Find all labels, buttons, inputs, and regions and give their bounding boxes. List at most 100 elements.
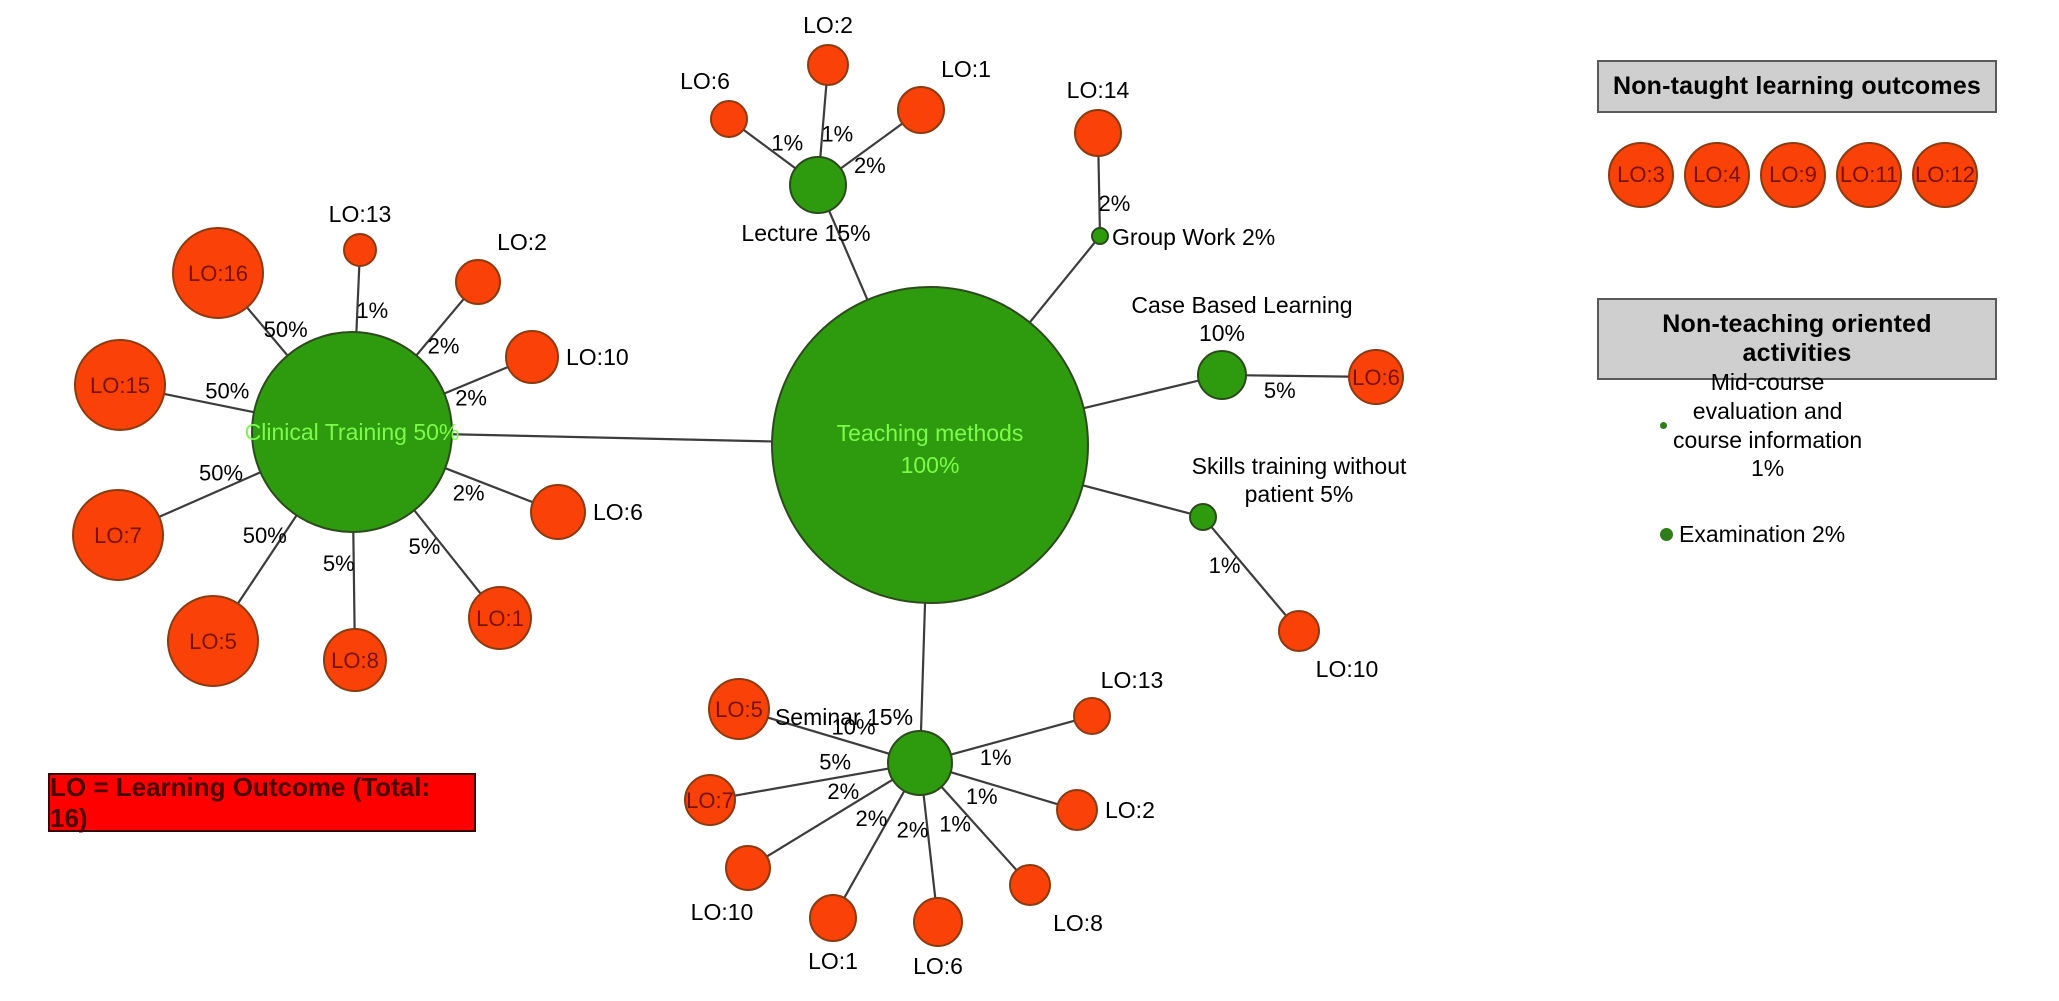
non-taught-lo-chip-lo11[interactable]: LO:11 — [1836, 142, 1902, 208]
edge-seminar-to-lo5 — [767, 716, 890, 755]
node-labels-layer: LO:13 LO:2 LO:10 LO:6 LO:1 LO:8 LO:5 LO:7 LO:15 L… — [90, 12, 1407, 979]
edge-teaching-methods-to-skills-training — [1082, 484, 1191, 515]
label-learning-outcome-lo15: LO:15 — [90, 373, 150, 398]
node-learning-outcome-lo10[interactable] — [1278, 610, 1320, 652]
edge-clinical-training-to-lo6 — [444, 467, 534, 504]
non-taught-lo-chip-lo9[interactable]: LO:9 — [1760, 142, 1826, 208]
edge-weight-label: 2% — [1098, 191, 1130, 216]
edge-clinical-training-to-lo16 — [246, 306, 289, 357]
node-method-seminar[interactable] — [887, 730, 953, 796]
edge-clinical-training-to-lo10 — [443, 365, 509, 395]
node-learning-outcome-lo10[interactable] — [725, 845, 771, 891]
edge-seminar-to-lo1 — [843, 790, 906, 899]
edge-lecture-to-lo1 — [839, 122, 904, 170]
edge-lecture-to-lo2 — [819, 84, 828, 158]
node-learning-outcome-lo16[interactable] — [172, 227, 264, 319]
node-learning-outcome-lo8[interactable] — [1009, 864, 1051, 906]
label-learning-outcome-lo2: LO:2 — [497, 229, 547, 255]
edge-weight-label: 10% — [831, 715, 875, 740]
label-learning-outcome-lo6: LO:6 — [913, 953, 963, 979]
label-method-skills-training: Skills training without — [1192, 453, 1407, 479]
node-learning-outcome-lo1[interactable] — [809, 894, 857, 942]
activity-node-dot-icon — [1660, 422, 1667, 429]
label-learning-outcome-lo2: LO:2 — [803, 12, 853, 38]
node-learning-outcome-lo6[interactable] — [530, 484, 586, 540]
legend-learning-outcome-text: LO = Learning Outcome (Total: 16) — [50, 771, 431, 833]
label-learning-outcome-lo5: LO:5 — [715, 697, 763, 722]
edge-case-based-learning-to-lo6 — [1245, 374, 1350, 378]
node-learning-outcome-lo2[interactable] — [455, 259, 501, 305]
edge-weight-label: 2% — [854, 153, 886, 178]
node-learning-outcome-lo5[interactable] — [708, 678, 770, 740]
node-learning-outcome-lo6[interactable] — [1348, 349, 1404, 405]
label-learning-outcome-lo1: LO:1 — [476, 606, 524, 631]
label-method-group-work: Group Work 2% — [1112, 224, 1275, 250]
non-teaching-activity-item[interactable]: Mid-course evaluation and course informati… — [1660, 368, 1862, 483]
edge-weight-label: 2% — [428, 333, 460, 358]
label-learning-outcome-lo7: LO:7 — [94, 523, 142, 548]
label-method-seminar: Seminar 15% — [775, 704, 913, 730]
node-method-case-based-learning[interactable] — [1197, 350, 1247, 400]
node-learning-outcome-lo2[interactable] — [1056, 789, 1098, 831]
panel-non-taught-header: Non-taught learning outcomes — [1597, 60, 1997, 113]
label-learning-outcome-lo8: LO:8 — [1053, 910, 1103, 936]
non-taught-lo-chip-label: LO:3 — [1617, 162, 1665, 187]
node-learning-outcome-lo1[interactable] — [468, 586, 532, 650]
label-learning-outcome-lo1: LO:1 — [941, 56, 991, 82]
node-method-teaching-methods[interactable] — [771, 286, 1089, 604]
label-learning-outcome-lo10: LO:10 — [1316, 656, 1379, 682]
edge-seminar-to-lo13 — [950, 719, 1075, 756]
non-taught-lo-chip-lo12[interactable]: LO:12 — [1912, 142, 1978, 208]
non-taught-lo-chip-lo3[interactable]: LO:3 — [1608, 142, 1674, 208]
edge-labels-layer: 1%2%2%2%5%5%50%50%50%50%1% 1%2%2%5%1%1%1%… — [199, 122, 1296, 843]
edge-weight-label: 50% — [264, 317, 308, 342]
node-learning-outcome-lo10[interactable] — [505, 330, 559, 384]
node-learning-outcome-lo15[interactable] — [74, 339, 166, 431]
edge-weight-label: 5% — [1264, 378, 1296, 403]
edge-clinical-training-to-lo8 — [352, 531, 356, 630]
node-learning-outcome-lo6[interactable] — [913, 897, 963, 947]
edge-seminar-to-lo2 — [950, 771, 1059, 806]
non-taught-lo-chips: LO:3 LO:4 LO:9 LO:11 LO:12 — [1608, 142, 1978, 208]
edge-teaching-methods-to-seminar — [919, 602, 927, 732]
label-learning-outcome-lo13: LO:13 — [329, 201, 392, 227]
nodes-layer — [72, 44, 1404, 947]
edge-seminar-to-lo8 — [940, 786, 1018, 871]
label-learning-outcome-lo2: LO:2 — [1105, 797, 1155, 823]
node-learning-outcome-lo13[interactable] — [1073, 697, 1111, 735]
non-taught-lo-chip-label: LO:4 — [1693, 162, 1741, 187]
edge-weight-label: 5% — [819, 750, 851, 775]
node-learning-outcome-lo13[interactable] — [343, 233, 377, 267]
node-learning-outcome-lo14[interactable] — [1074, 109, 1122, 157]
node-learning-outcome-lo5[interactable] — [167, 595, 259, 687]
edge-weight-label: 1% — [966, 784, 998, 809]
node-method-lecture[interactable] — [789, 156, 847, 214]
activity-node-dot-icon — [1660, 527, 1673, 541]
legend-learning-outcome-key: LO = Learning Outcome (Total: 16) — [48, 771, 476, 833]
edge-weight-label: 5% — [409, 534, 441, 559]
node-method-skills-training[interactable] — [1189, 503, 1217, 531]
node-learning-outcome-lo7[interactable] — [72, 489, 164, 581]
node-learning-outcome-lo6[interactable] — [710, 100, 748, 138]
edge-seminar-to-lo7 — [734, 767, 889, 797]
label-learning-outcome-lo6: LO:6 — [680, 68, 730, 94]
node-method-clinical-training[interactable] — [251, 331, 453, 533]
edge-weight-label: 1% — [1209, 553, 1241, 578]
node-learning-outcome-lo8[interactable] — [323, 628, 387, 692]
node-learning-outcome-lo1[interactable] — [897, 86, 945, 134]
node-learning-outcome-lo2[interactable] — [807, 44, 849, 86]
node-learning-outcome-lo7[interactable] — [684, 774, 736, 826]
non-taught-lo-chip-lo4[interactable]: LO:4 — [1684, 142, 1750, 208]
non-teaching-activity-item[interactable]: Examination 2% — [1660, 520, 1845, 549]
edge-clinical-training-to-lo15 — [163, 392, 255, 414]
edge-group-work-to-lo14 — [1097, 155, 1101, 229]
panel-non-teaching-activities: Non-teaching oriented activities — [1597, 298, 1997, 380]
non-taught-lo-chip-label: LO:12 — [1915, 162, 1975, 187]
panel-non-taught-learning-outcomes: Non-taught learning outcomes — [1597, 60, 1997, 113]
node-method-group-work[interactable] — [1091, 227, 1109, 245]
edge-seminar-to-lo6 — [922, 794, 937, 899]
edge-seminar-to-lo10 — [766, 778, 894, 858]
edge-weight-label: 2% — [455, 386, 487, 411]
edge-clinical-training-to-lo2 — [415, 298, 465, 357]
